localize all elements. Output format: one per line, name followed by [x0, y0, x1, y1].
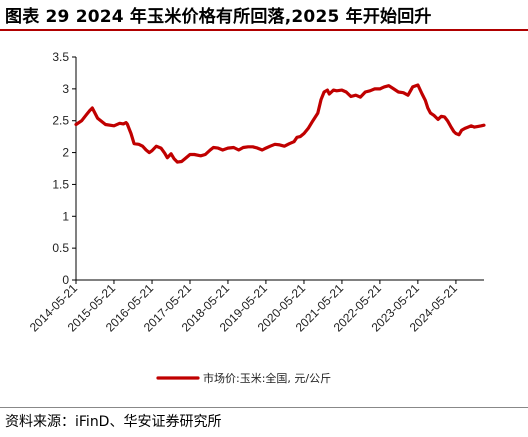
legend: 市场价:玉米:全国, 元/公斤	[156, 371, 331, 385]
y-tick-label: 3.5	[52, 50, 69, 64]
y-axis: 0 0.5 1 1.5 2 2.5 3 3.5	[52, 50, 77, 287]
y-tick-label: 1	[62, 209, 69, 223]
y-tick-label: 2.5	[52, 114, 69, 128]
y-tick-label: 2	[62, 146, 69, 160]
title-rule	[0, 29, 528, 31]
x-axis: 2014-05-212015-05-212016-05-212017-05-21…	[27, 279, 484, 335]
series-line	[74, 83, 486, 164]
y-tick-label: 1.5	[52, 177, 69, 191]
y-tick-label: 3	[62, 82, 69, 96]
legend-label: 市场价:玉米:全国, 元/公斤	[203, 371, 331, 385]
series-layer	[74, 83, 486, 164]
line-chart: 0 0.5 1 1.5 2 2.5 3 3.5 2014-05-212015-05-21201…	[27, 50, 486, 385]
chart-title: 图表 29 2024 年玉米价格有所回落,2025 年开始回升	[5, 7, 432, 27]
y-tick-label: 0.5	[52, 241, 69, 255]
y-tick-label: 0	[62, 273, 69, 287]
source-rule	[0, 407, 528, 408]
source-note: 资料来源：iFinD、华安证券研究所	[5, 414, 222, 430]
